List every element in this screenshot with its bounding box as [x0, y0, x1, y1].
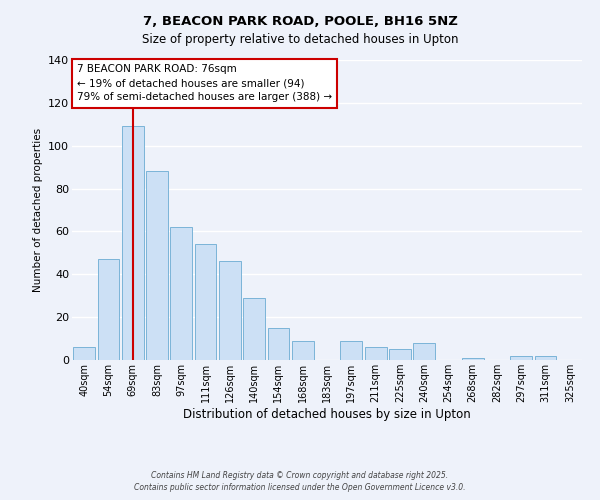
Bar [535, 356, 556, 360]
Bar [462, 358, 484, 360]
Bar [219, 262, 241, 360]
Bar [122, 126, 143, 360]
X-axis label: Distribution of detached houses by size in Upton: Distribution of detached houses by size … [183, 408, 471, 421]
Bar [97, 260, 119, 360]
Bar [340, 340, 362, 360]
Bar [268, 328, 289, 360]
Text: 7 BEACON PARK ROAD: 76sqm
← 19% of detached houses are smaller (94)
79% of semi-: 7 BEACON PARK ROAD: 76sqm ← 19% of detac… [77, 64, 332, 102]
Text: Size of property relative to detached houses in Upton: Size of property relative to detached ho… [142, 32, 458, 46]
Bar [413, 343, 435, 360]
Bar [194, 244, 217, 360]
Y-axis label: Number of detached properties: Number of detached properties [32, 128, 43, 292]
Bar [365, 347, 386, 360]
Bar [243, 298, 265, 360]
Text: Contains HM Land Registry data © Crown copyright and database right 2025.
Contai: Contains HM Land Registry data © Crown c… [134, 471, 466, 492]
Bar [292, 340, 314, 360]
Bar [73, 347, 95, 360]
Bar [170, 227, 192, 360]
Bar [146, 172, 168, 360]
Text: 7, BEACON PARK ROAD, POOLE, BH16 5NZ: 7, BEACON PARK ROAD, POOLE, BH16 5NZ [143, 15, 457, 28]
Bar [389, 350, 411, 360]
Bar [511, 356, 532, 360]
